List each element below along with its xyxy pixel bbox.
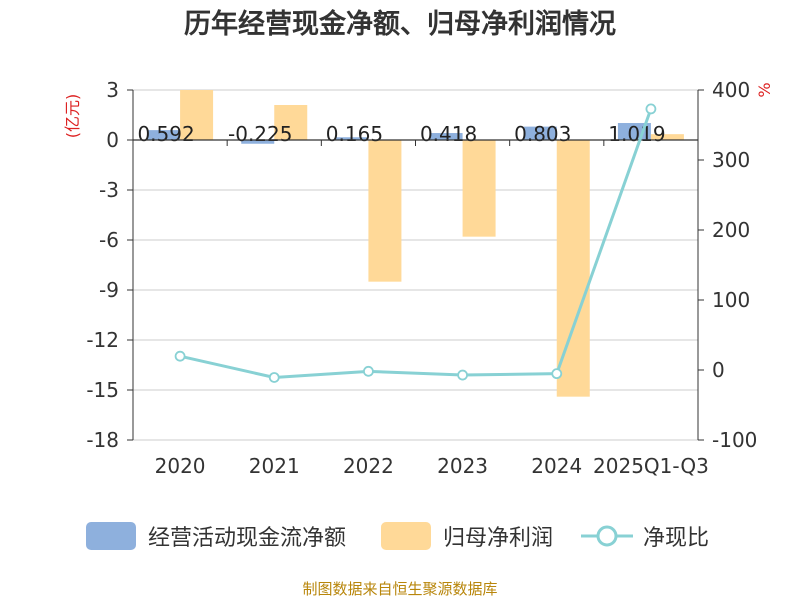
cashflow-data-label: 0.418: [420, 122, 477, 146]
cashflow-data-label: 0.592: [137, 122, 194, 146]
right-tick-label: 0: [712, 358, 725, 382]
ratio-point: [551, 368, 563, 380]
net-profit-swatch: [381, 522, 431, 550]
ratio-point: [363, 365, 374, 377]
cashflow-data-label: 0.803: [514, 122, 571, 146]
axes: [132, 90, 699, 440]
right-tick-label: 300: [712, 148, 750, 172]
cashflow-bar: [241, 140, 275, 144]
ratio-point: [645, 103, 657, 115]
ratio-line: [174, 103, 657, 383]
left-tick-label: -3: [99, 178, 119, 202]
net-profit-bar: [274, 105, 308, 140]
x-tick-label: 2024: [531, 454, 582, 478]
right-tick-labels: 400 300 200 100 0 -100: [712, 78, 757, 452]
net-profit-bar: [650, 134, 684, 140]
left-tick-label: -15: [86, 378, 119, 402]
ratio-point: [268, 372, 280, 383]
cashflow-bar: [335, 137, 369, 140]
ratio-line-path: [179, 108, 653, 380]
ratio-point: [457, 369, 468, 381]
ratio-line-icon: [581, 525, 633, 547]
legend: 经营活动现金流净额 归母净利润 净现比: [0, 518, 800, 554]
x-tick-label: 2025Q1-Q3: [593, 454, 709, 478]
legend-label-ratio: 净现比: [643, 526, 710, 551]
left-tick-label: -18: [86, 428, 119, 452]
legend-label-net-profit: 归母净利润: [443, 526, 554, 551]
legend-item-ratio[interactable]: 净现比: [581, 518, 709, 554]
cashflow-data-label: -0.225: [228, 122, 292, 146]
cashflow-bar: [429, 133, 463, 140]
cashflow-data-label: 1.019: [608, 122, 665, 146]
chart-title: 历年经营现金净额、归母净利润情况: [184, 8, 616, 40]
source-note: 制图数据来自恒生聚源数据库: [302, 580, 498, 598]
right-tick-label: 400: [712, 78, 750, 102]
right-tick-label: -100: [712, 428, 757, 452]
cashflow-data-label: 0.165: [326, 122, 383, 146]
x-tick-label: 2020: [155, 454, 206, 478]
left-tick-label: -12: [86, 328, 119, 352]
net-profit-bar: [180, 90, 214, 140]
legend-item-cashflow[interactable]: 经营活动现金流净额: [86, 518, 346, 554]
left-tick-label: 0: [106, 128, 119, 152]
x-tick-label: 2023: [437, 454, 488, 478]
left-tick-label: -9: [99, 278, 119, 302]
left-axis-label: (亿元): [63, 94, 82, 139]
left-tick-label: 3: [106, 78, 119, 102]
x-tick-label: 2021: [249, 454, 300, 478]
right-tick-label: 100: [712, 288, 750, 312]
net-profit-bar: [462, 140, 496, 237]
left-tick-labels: 3 0 -3 -6 -9 -12 -15 -18: [86, 78, 119, 452]
legend-item-net-profit[interactable]: 归母净利润: [381, 518, 553, 554]
x-tick-label: 2022: [343, 454, 394, 478]
x-tick-labels: 2020 2021 2022 2023 2024 2025Q1-Q3: [155, 454, 709, 478]
cashflow-swatch: [86, 522, 136, 550]
cashflow-bar: [147, 130, 181, 140]
right-axis-label: %: [755, 82, 774, 97]
legend-label-cashflow: 经营活动现金流净额: [148, 526, 347, 551]
chart: 历年经营现金净额、归母净利润情况 (亿元) % 3 0 -3 -6 -9 -12 -15 -1…: [63, 8, 774, 478]
left-tick-label: -6: [99, 228, 119, 252]
cashflow-bar: [523, 126, 557, 140]
right-tick-label: 200: [712, 218, 750, 242]
net-profit-bar: [368, 140, 402, 282]
ratio-point: [174, 350, 186, 362]
